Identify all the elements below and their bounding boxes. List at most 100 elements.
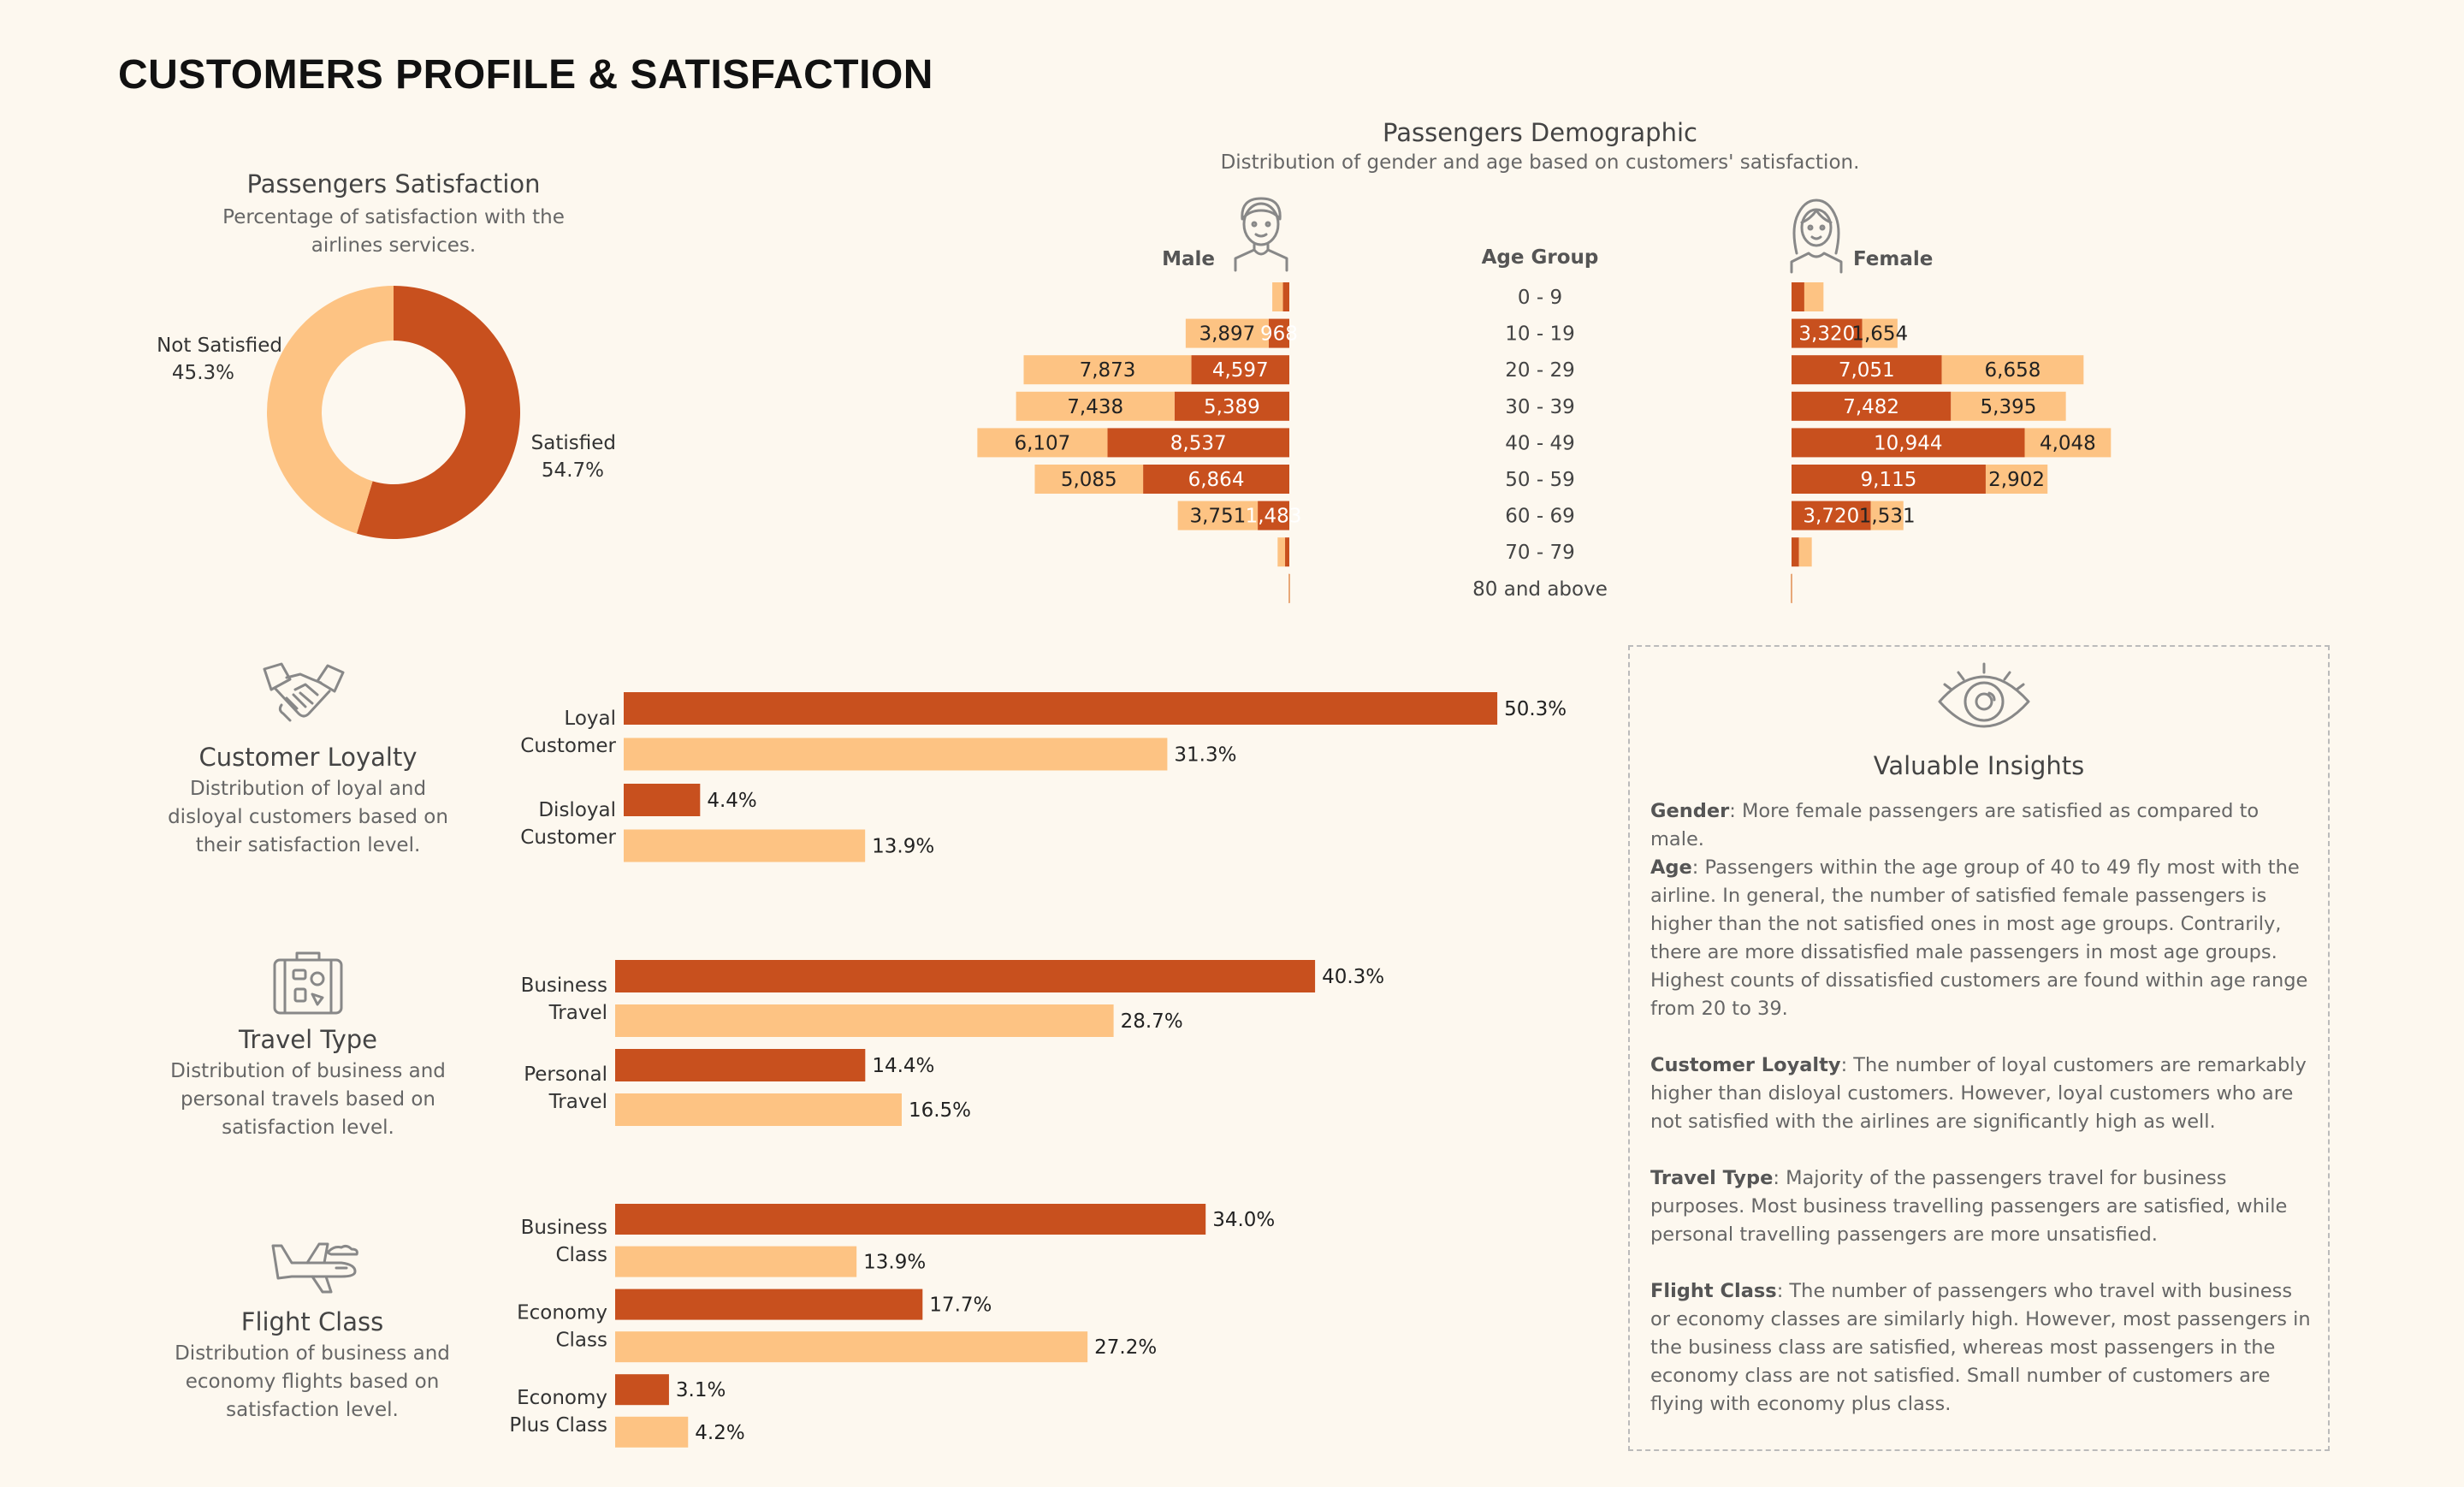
female-not-satisfied-bar [1862,318,1898,348]
female-satisfied-bar [1792,391,1952,421]
male-satisfied-bar [1107,428,1289,458]
loyalty-sub-line: their satisfaction level. [195,834,421,856]
category-label: Personal [524,1063,607,1086]
male-not-satisfied-value: 7,873 [1080,359,1136,382]
age-group-header: Age Group [1481,246,1599,269]
female-not-satisfied-bar [1798,537,1812,567]
female-satisfied-bar [1792,428,2025,458]
female-not-satisfied-value: 2,902 [1988,469,2045,491]
not-satisfied-pct-label: 4.2% [695,1422,744,1444]
flight-title: Flight Class [240,1307,384,1336]
not-satisfied-bar [615,1246,857,1277]
satisfaction-subtitle: Percentage of satisfaction with the airl… [171,204,616,260]
female-not-satisfied-bar [1941,355,2084,385]
male-satisfied-value: 5,389 [1204,396,1260,418]
male-not-satisfied-bar [1185,318,1269,348]
satisfied-pct-label: 40.3% [1322,966,1384,988]
satisfied-bar [624,692,1498,725]
insight-text: : Passengers within the age group of 40 … [1650,856,2308,1020]
insight-text: : The number of loyal customers are rema… [1650,1054,2307,1133]
loyalty-subtitle: Distribution of loyal and disloyal custo… [137,775,479,860]
male-satisfied-bar [1143,465,1289,494]
male-not-satisfied-value: 3,897 [1199,323,1255,346]
not-satisfied-pct-label: 13.9% [872,836,934,858]
satisfied-legend: Satisfied 54.7% [513,430,616,484]
not-satisfied-bar [615,1331,1088,1363]
satisfied-pct-label: 17.7% [929,1294,992,1317]
satisfied-bar [615,1374,669,1406]
travel-sub-line: Distribution of business and [170,1060,446,1082]
demographic-pyramid: 0 - 9 10 - 19 968 3,897 3,320 1,654 20 - 29 4,5… [0,274,2464,616]
age-group-label: 10 - 19 [1505,323,1574,346]
female-satisfied-bar [1792,282,1804,311]
female-not-satisfied-value: 1,531 [1859,506,1916,528]
not-satisfied-bar [615,1416,689,1448]
category-label: Class [555,1329,607,1351]
satisfaction-subtitle-line1: Percentage of satisfaction with the [222,206,565,228]
loyalty-info: Customer Loyalty Distribution of loyal a… [137,743,479,860]
category-label: Loyal [564,708,616,730]
category-bar-charts: 50.3% 31.3% Loyal Customer 4.4% 13.9% Disloyal… [0,667,1626,1472]
male-not-satisfied-bar [1023,355,1192,385]
male-not-satisfied-bar [1277,537,1286,567]
insight-heading: Flight Class [1650,1280,1777,1302]
female-satisfied-bar [1792,318,1863,348]
demographic-title: Passengers Demographic [1383,118,1697,147]
eye-icon [1938,662,2030,728]
age-group-label: 50 - 59 [1505,469,1574,491]
satisfied-bar [615,1289,923,1320]
male-not-satisfied-bar [1034,465,1144,494]
woman-avatar-icon [1790,198,1843,274]
insight-heading: Customer Loyalty [1650,1054,1841,1076]
male-not-satisfied-bar [1272,282,1283,311]
insight-text: : Majority of the passengers travel for … [1650,1167,2288,1246]
insight-heading: Age [1650,856,1692,879]
female-not-satisfied-value: 6,658 [1985,359,2041,382]
travel-subtitle: Distribution of business and personal tr… [137,1057,479,1142]
category-label: Business [521,975,607,997]
satisfied-pct-label: 50.3% [1504,698,1567,720]
loyalty-sub-line: Distribution of loyal and [189,778,427,800]
female-not-satisfied-bar [2024,428,2112,458]
male-satisfied-bar [1191,355,1289,385]
loyalty-sub-line: disloyal customers based on [168,806,448,828]
category-label: Customer [520,826,616,849]
female-satisfied-bar [1792,355,1942,385]
insight-text: : More female passengers are satisfied a… [1650,800,2260,850]
category-label: Travel [548,1002,607,1024]
insight-heading: Gender [1650,800,1730,822]
flight-sub-line: Distribution of business and [175,1342,450,1365]
female-satisfied-value: 9,115 [1861,469,1917,491]
age-group-label: 0 - 9 [1518,287,1562,309]
female-satisfied-value: 3,720 [1803,506,1859,528]
satisfaction-donut-chart [257,275,530,549]
bars-svg: 50.3% 31.3% Loyal Customer 4.4% 13.9% Disloyal… [509,692,1567,1448]
page-title: CUSTOMERS PROFILE & SATISFACTION [118,52,933,98]
insight-text: : The number of passengers who travel wi… [1650,1280,2311,1415]
man-avatar-icon [1234,197,1288,272]
satisfied-label: Satisfied [530,432,616,454]
flight-sub-line: satisfaction level. [226,1399,399,1421]
satisfied-pct-label: 34.0% [1212,1209,1275,1231]
category-label: Economy [517,1301,607,1324]
suitcase-icon [273,951,343,1015]
insights-panel: Valuable Insights Gender: More female pa… [1628,645,2330,1451]
not-satisfied-bar [624,829,866,862]
donut-slice-not-satisfied [266,286,394,534]
insight-gender: Gender: More female passengers are satis… [1650,797,2318,854]
travel-title: Travel Type [238,1025,378,1054]
female-not-satisfied-bar [1985,465,2048,494]
not-satisfied-pct-label: 31.3% [1174,744,1236,767]
not-satisfied-pct-label: 28.7% [1121,1010,1183,1033]
flight-info: Flight Class Distribution of business an… [137,1307,488,1425]
category-label: Customer [520,735,616,757]
male-satisfied-bar [1174,391,1289,421]
male-not-satisfied-value: 5,085 [1061,469,1117,491]
male-not-satisfied-bar [977,428,1108,458]
loyalty-title: Customer Loyalty [198,743,418,772]
female-satisfied-value: 10,944 [1874,432,1942,454]
insight-travel: Travel Type: Majority of the passengers … [1650,1164,2318,1249]
satisfaction-subtitle-line2: airlines services. [311,234,477,257]
satisfied-pct-label: 14.4% [872,1055,934,1077]
